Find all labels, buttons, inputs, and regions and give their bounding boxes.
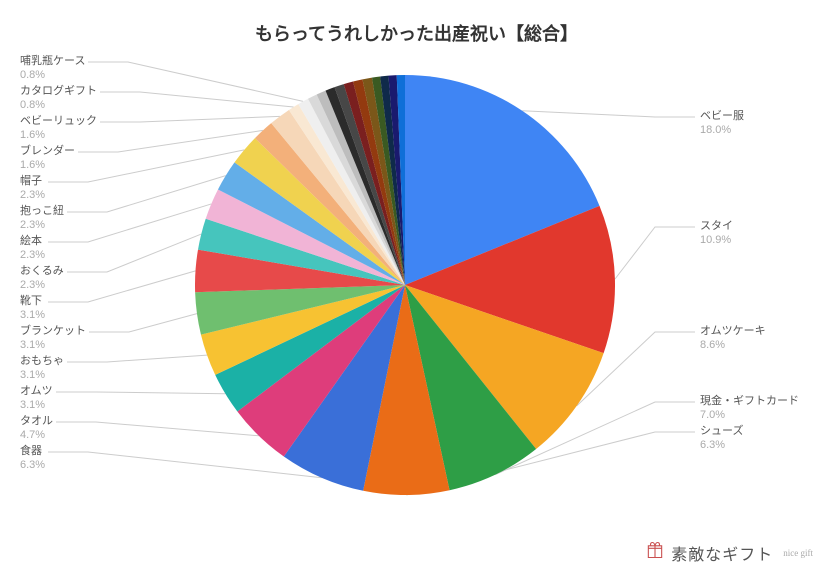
slice-label: オムツ3.1% — [20, 385, 53, 413]
slice-label-name: ベビー服 — [700, 110, 744, 124]
slice-label-name: ブレンダー — [20, 145, 75, 159]
slice-label: ベビーリュック1.6% — [20, 115, 97, 143]
slice-label-pct: 6.3% — [20, 459, 45, 473]
slice-label: 帽子2.3% — [20, 175, 45, 203]
slice-label-pct: 2.3% — [20, 249, 45, 263]
slice-label-name: 靴下 — [20, 295, 45, 309]
slice-label: ブレンダー1.6% — [20, 145, 75, 173]
slice-label: ベビー服18.0% — [700, 110, 744, 138]
slice-label-pct: 3.1% — [20, 339, 86, 353]
slice-label-name: 帽子 — [20, 175, 45, 189]
slice-label-name: カタログギフト — [20, 85, 97, 99]
chart-title: もらってうれしかった出産祝い【総合】 — [0, 20, 833, 46]
slice-label: 抱っこ紐2.3% — [20, 205, 64, 233]
footer-logo: 素敵なギフト nice gift — [645, 540, 813, 565]
slice-label: ブランケット3.1% — [20, 325, 86, 353]
slice-label-pct: 10.9% — [700, 234, 733, 248]
slice-label-pct: 18.0% — [700, 124, 744, 138]
slice-label-pct: 2.3% — [20, 279, 64, 293]
slice-label-name: 抱っこ紐 — [20, 205, 64, 219]
slice-label: オムツケーキ8.6% — [700, 325, 766, 353]
slice-label: 食器6.3% — [20, 445, 45, 473]
slice-label-name: 哺乳瓶ケース — [20, 55, 85, 69]
pie-chart — [195, 75, 615, 500]
slice-label: カタログギフト0.8% — [20, 85, 97, 113]
slice-label-pct: 0.8% — [20, 69, 85, 83]
slice-label-name: オムツ — [20, 385, 53, 399]
slice-label-pct: 1.6% — [20, 159, 75, 173]
slice-label: シューズ6.3% — [700, 425, 743, 453]
slice-label: おもちゃ3.1% — [20, 355, 64, 383]
slice-label-name: おもちゃ — [20, 355, 64, 369]
slice-label-pct: 4.7% — [20, 429, 53, 443]
slice-label-name: ブランケット — [20, 325, 86, 339]
slice-label-name: スタイ — [700, 220, 733, 234]
slice-label-name: タオル — [20, 415, 53, 429]
slice-label: タオル4.7% — [20, 415, 53, 443]
slice-label-pct: 3.1% — [20, 369, 64, 383]
slice-label-name: 絵本 — [20, 235, 45, 249]
footer-text-main: 素敵なギフト — [671, 541, 773, 565]
slice-label-pct: 3.1% — [20, 399, 53, 413]
slice-label-pct: 2.3% — [20, 219, 64, 233]
slice-label: 哺乳瓶ケース0.8% — [20, 55, 85, 83]
slice-label: 現金・ギフトカード7.0% — [700, 395, 799, 423]
slice-label-name: ベビーリュック — [20, 115, 97, 129]
slice-label: スタイ10.9% — [700, 220, 733, 248]
slice-label-name: 食器 — [20, 445, 45, 459]
slice-label-pct: 7.0% — [700, 409, 799, 423]
slice-label-pct: 3.1% — [20, 309, 45, 323]
slice-label-name: 現金・ギフトカード — [700, 395, 799, 409]
footer-text-sub: nice gift — [783, 548, 813, 558]
slice-label: 絵本2.3% — [20, 235, 45, 263]
slice-label: おくるみ2.3% — [20, 265, 64, 293]
slice-label-pct: 8.6% — [700, 339, 766, 353]
slice-label-name: シューズ — [700, 425, 743, 439]
slice-label-pct: 6.3% — [700, 439, 743, 453]
slice-label-pct: 0.8% — [20, 99, 97, 113]
slice-label-pct: 2.3% — [20, 189, 45, 203]
slice-label-name: おくるみ — [20, 265, 64, 279]
slice-label-pct: 1.6% — [20, 129, 97, 143]
slice-label: 靴下3.1% — [20, 295, 45, 323]
gift-icon — [645, 540, 665, 565]
slice-label-name: オムツケーキ — [700, 325, 766, 339]
